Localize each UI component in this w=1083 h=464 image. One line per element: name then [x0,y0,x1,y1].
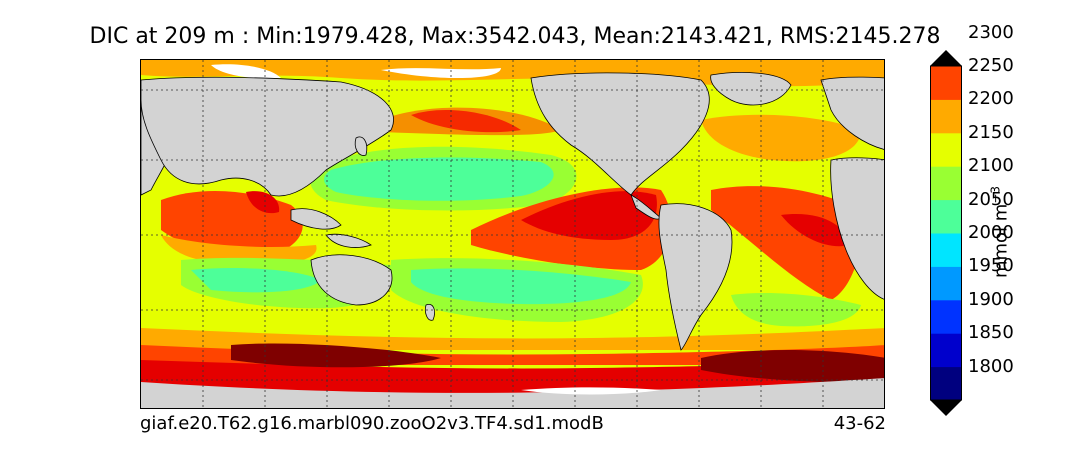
colorbar-unit-label: mmol m−3 [989,186,1012,278]
land-eurasia [141,76,394,197]
land-greenland [710,72,792,106]
land-maritime [290,208,372,248]
colorbar-tick-label: 1950 [968,255,1014,277]
colorbar-segment [930,99,962,134]
map-panel [140,59,885,409]
npac-orange-ring [381,107,561,136]
sind-teal [191,268,321,293]
colorbar-segment [930,233,962,267]
colorbar-segment [930,366,962,401]
etp-red [521,191,657,240]
years-label: 43-62 [833,413,886,434]
unit-text: mmol m [990,203,1012,279]
colorbar-segment [930,333,962,368]
so-darkred [231,343,884,382]
colorbar-segment [930,132,962,167]
colorbar-segment [930,299,962,334]
land-australia [310,254,393,306]
colorbar-tick-label: 2000 [968,222,1014,243]
satl-orange [711,186,862,300]
dic-map [141,60,884,408]
natl-amber [701,114,861,162]
colorbar-tick-label: 2100 [968,155,1014,177]
satl-red [781,214,849,247]
colorbar-tick-label: 2250 [968,55,1014,76]
land-samerica [658,203,733,351]
colorbar-tick-label: 1900 [968,288,1014,310]
colorbar-segment [930,66,962,100]
colorbar-tick-label: 2150 [968,121,1014,143]
colorbar-tick-label: 1800 [968,355,1014,377]
so-amber [141,328,884,350]
colorbar-segment [930,266,962,301]
colorbar [930,50,962,416]
colorbar-segment [930,199,962,234]
colorbar-tick-label: 2300 [968,21,1014,43]
colorbar-extend-max [930,50,962,66]
unit-exponent: −3 [988,185,1003,204]
colorbar-tick-label: 2050 [968,188,1014,210]
colorbar-extend-min [930,400,962,416]
colorbar-outline [930,65,962,401]
npac-teal-core [324,157,554,201]
spac-teal [411,268,631,305]
sea-ice-south [521,387,661,395]
land-japan [354,136,368,156]
land [141,72,884,351]
land-nz [425,303,435,321]
land-namerica [530,72,710,196]
colorbar-segment [930,166,962,201]
indian-red [246,191,280,214]
colorbar-tick-label: 2200 [968,88,1014,110]
colorbar-tick-label: 1850 [968,322,1014,344]
gridlines [141,60,884,408]
indian-amber [161,235,317,265]
sea-ice-north [211,64,501,79]
plot-title: DIC at 209 m : Min:1979.428, Max:3542.04… [89,24,941,49]
land-africa-east [830,157,884,300]
run-label: giaf.e20.T62.g16.marbl090.zooO2v3.TF4.sd… [140,413,604,434]
land-europe [820,76,884,150]
